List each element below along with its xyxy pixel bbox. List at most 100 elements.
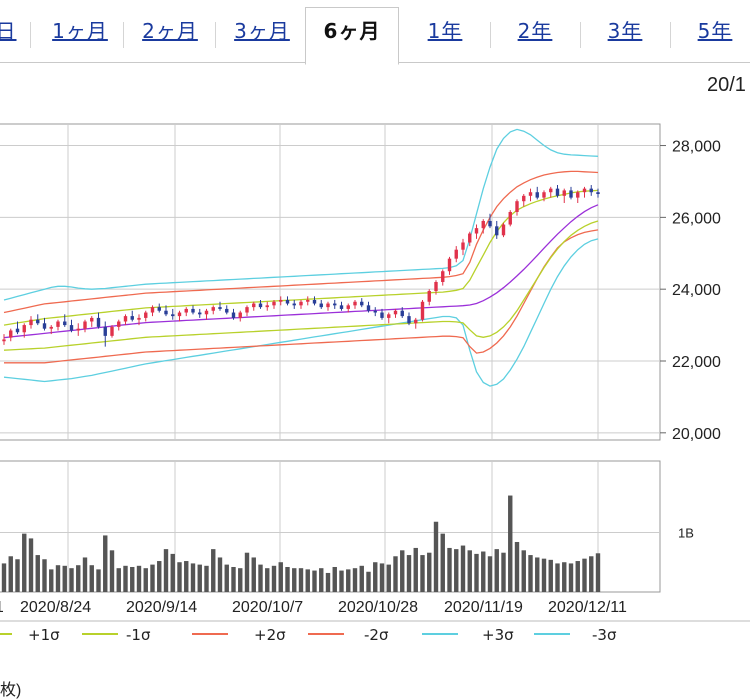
- candle-body: [258, 303, 263, 308]
- candle-body: [292, 303, 296, 306]
- candle-body: [231, 312, 236, 318]
- volume-bar: [393, 556, 398, 592]
- volume-bar: [366, 571, 371, 592]
- candle-body: [15, 328, 20, 333]
- tab-6-months[interactable]: 6ヶ月: [305, 7, 399, 65]
- volume-bar: [339, 570, 344, 592]
- volume-bar: [427, 552, 432, 592]
- volume-bar: [481, 551, 486, 592]
- volume-tick-label: 1B: [678, 525, 694, 540]
- candle-body: [22, 325, 26, 333]
- volume-bar: [508, 495, 513, 592]
- volume-bar: [386, 564, 391, 592]
- tab-3-years[interactable]: 3年: [607, 19, 643, 43]
- volume-bar: [474, 553, 479, 592]
- volume-bar: [319, 568, 324, 592]
- volume-bar: [170, 553, 175, 592]
- volume-bar: [359, 565, 364, 592]
- volume-bar: [575, 561, 580, 592]
- price-tick-label: 26,000: [672, 210, 721, 227]
- legend: +1σ -1σ +2σ -2σ +3σ -3σ: [0, 620, 750, 644]
- legend-label: +2σ: [254, 626, 286, 644]
- volume-bar: [521, 550, 526, 592]
- candle-body: [90, 317, 94, 322]
- volume-bar: [42, 559, 47, 592]
- minus1-sigma-line: [3, 220, 599, 351]
- price-panel: 20,000 22,000 24,000 26,000 28,000: [0, 123, 721, 443]
- candle-body: [171, 314, 175, 317]
- candle-body: [407, 316, 411, 324]
- candle-body: [56, 321, 60, 327]
- candle-body: [42, 323, 47, 329]
- volume-bar: [346, 569, 351, 592]
- x-tick-label: 2020/9/14: [126, 599, 197, 616]
- volume-panel: 1B: [0, 460, 694, 593]
- volume-bar: [271, 565, 277, 592]
- volume-bar: [265, 568, 270, 592]
- candle-body: [326, 303, 330, 308]
- tab-3-months[interactable]: 3ヶ月: [234, 19, 290, 43]
- candle-body: [366, 305, 371, 311]
- candle-body: [157, 307, 161, 311]
- tab-daily[interactable]: 日: [0, 19, 17, 43]
- volume-bar: [82, 557, 88, 592]
- volume-bar: [548, 559, 553, 592]
- volume-bar: [514, 541, 520, 592]
- candle-body: [468, 233, 472, 243]
- candle-body: [528, 192, 533, 196]
- plus3-sigma-line: [3, 128, 599, 301]
- volume-bar: [487, 556, 493, 592]
- price-tick-label: 28,000: [672, 139, 721, 156]
- volume-bar: [244, 552, 250, 592]
- tab-5-years[interactable]: 5年: [697, 19, 733, 43]
- volume-bar: [373, 562, 378, 592]
- candle-body: [245, 307, 249, 313]
- candle-body: [83, 321, 87, 329]
- tab-1-month[interactable]: 1ヶ月: [52, 19, 108, 43]
- volume-bar: [555, 563, 560, 592]
- candle-body: [360, 301, 364, 306]
- candle-body: [238, 312, 242, 318]
- candle-body: [272, 301, 276, 306]
- candle-body: [184, 308, 188, 313]
- candle-body: [596, 192, 600, 195]
- minus3-sigma-line: [3, 238, 599, 387]
- plus2-sigma-line: [3, 170, 599, 314]
- volume-bar: [332, 566, 337, 592]
- tab-2-months[interactable]: 2ヶ月: [142, 19, 198, 43]
- candle-body: [137, 317, 141, 320]
- x-tick-label: 2020/10/28: [338, 599, 418, 616]
- candle-body: [123, 316, 128, 322]
- volume-bar: [238, 568, 243, 592]
- legend-label: +1σ: [28, 626, 60, 644]
- volume-bar: [528, 555, 533, 592]
- candle-body: [211, 307, 215, 311]
- volume-bar: [460, 545, 466, 592]
- x-tick-label: 2020/12/11: [548, 599, 627, 616]
- candle-body: [461, 242, 465, 250]
- candle-body: [353, 301, 357, 306]
- candle-body: [130, 316, 134, 320]
- candle-body: [36, 319, 40, 324]
- tab-2-years[interactable]: 2年: [517, 19, 553, 43]
- volume-bar: [136, 565, 142, 592]
- candle-body: [387, 314, 391, 318]
- volume-bar: [49, 569, 54, 592]
- candle-body: [474, 228, 479, 234]
- volume-bar: [251, 557, 256, 592]
- candle-body: [454, 249, 458, 259]
- candle-body: [535, 192, 539, 198]
- volume-bar: [150, 564, 155, 592]
- volume-bar: [1, 563, 7, 592]
- volume-bar: [211, 549, 216, 592]
- volume-bar: [69, 568, 74, 592]
- tab-separator: [580, 22, 581, 48]
- candle-body: [63, 321, 67, 326]
- tab-1-year[interactable]: 1年: [427, 19, 463, 43]
- candle-body: [549, 188, 553, 193]
- volume-bar: [28, 538, 34, 592]
- volume-bar: [204, 565, 209, 592]
- legend-label: -1σ: [126, 626, 151, 644]
- candle-body: [69, 325, 74, 331]
- tab-separator: [123, 22, 124, 48]
